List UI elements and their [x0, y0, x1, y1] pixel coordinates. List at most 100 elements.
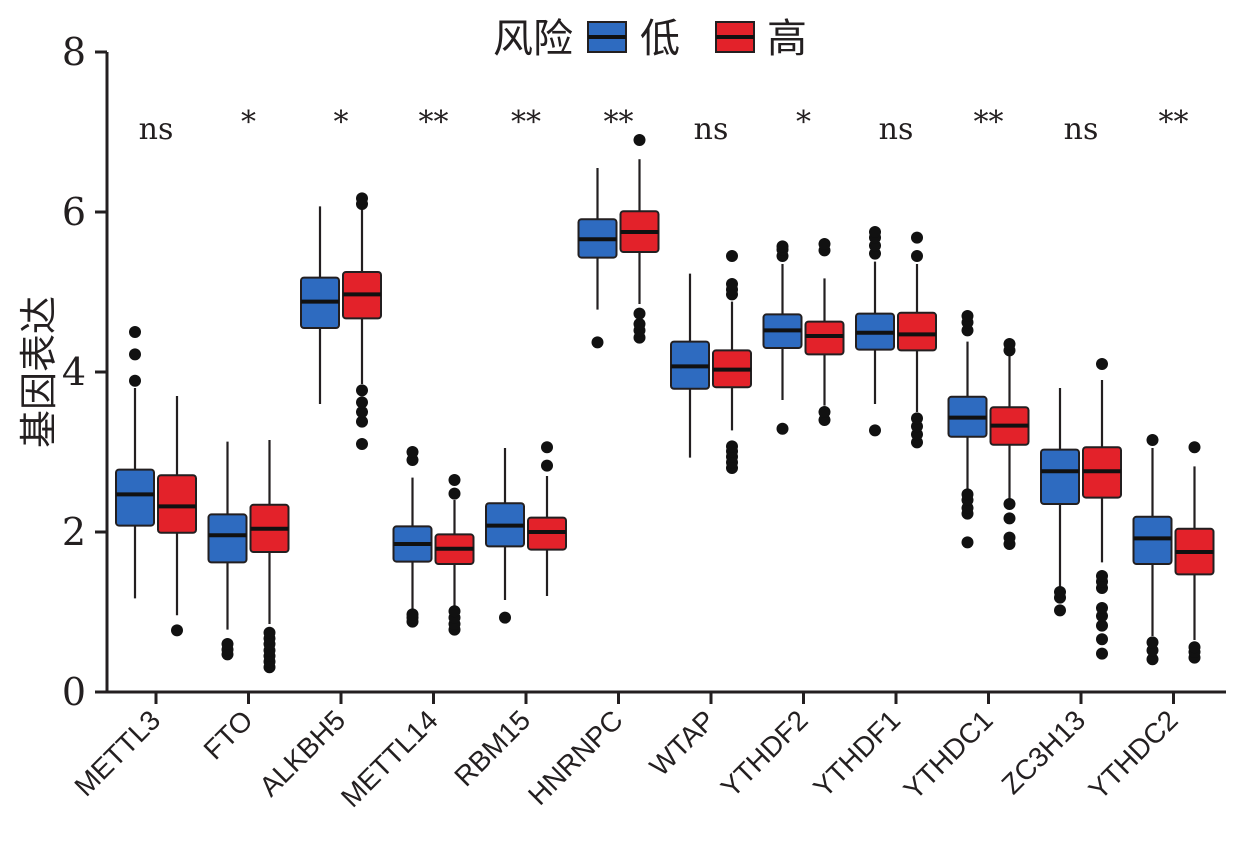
legend-title: 风险	[493, 16, 573, 62]
box-high-wtap	[712, 250, 752, 474]
box-high-hnrnpc	[619, 134, 660, 344]
box-low-wtap	[670, 273, 710, 458]
outlier-point	[633, 134, 646, 146]
significance-label: ns	[879, 112, 914, 147]
outlier-point	[356, 396, 368, 409]
outlier-point	[263, 626, 276, 639]
x-tick-label: FTO	[198, 704, 259, 765]
outlier-point	[356, 384, 368, 397]
legend-label-low: 低	[640, 16, 680, 62]
outlier-point	[499, 611, 511, 624]
outlier-point	[129, 348, 141, 361]
outlier-point	[448, 487, 461, 500]
outlier-point	[633, 318, 646, 330]
outlier-point	[1096, 570, 1108, 582]
outlier-point	[1096, 602, 1108, 614]
outlier-point	[1003, 512, 1016, 525]
outlier-point	[961, 536, 974, 549]
box-high-mettl3	[157, 396, 197, 637]
outlier-point	[1054, 604, 1066, 617]
outlier-point	[869, 226, 881, 238]
significance-label: ns	[694, 112, 729, 147]
outlier-point	[1003, 338, 1016, 350]
box-high-alkbh5	[342, 192, 382, 450]
box-low-mettl3	[115, 326, 155, 599]
outlier-point	[911, 231, 923, 244]
outlier-point	[406, 608, 419, 621]
outlier-point	[776, 422, 789, 435]
outlier-point	[448, 605, 461, 618]
legend-label-high: 高	[767, 16, 807, 62]
outlier-point	[541, 441, 553, 454]
x-tick-label: YTHDC2	[1083, 704, 1184, 805]
box-high-ythdf1	[897, 231, 937, 449]
outlier-point	[356, 406, 368, 418]
significance-label: ns	[1064, 112, 1099, 147]
box-high-mettl14	[434, 474, 475, 636]
box-low-fto	[207, 441, 248, 661]
outlier-point	[869, 424, 881, 437]
y-tick-label: 6	[62, 190, 86, 234]
box-low-ythdc2	[1132, 434, 1173, 666]
significance-label: **	[419, 105, 449, 140]
significance-label: **	[1159, 105, 1189, 140]
outlier-point	[1096, 358, 1108, 370]
x-tick-label: YTHDF1	[807, 704, 906, 803]
x-tick-label: RBM15	[448, 704, 536, 792]
box-low-ythdf2	[762, 240, 803, 435]
box-low-mettl14	[392, 446, 433, 628]
outlier-point	[1146, 653, 1159, 666]
outlier-point	[129, 326, 141, 338]
box-high-zc3h13	[1082, 358, 1122, 660]
box-iqr	[115, 468, 155, 527]
x-tick-label: YTHDC1	[898, 704, 999, 805]
x-tick-label: HNRNPC	[522, 704, 629, 811]
x-tick-label: ALKBH5	[253, 704, 351, 802]
significance-labels: ns * * ** ** ** ns * ns ** ns **	[139, 105, 1189, 147]
outlier-point	[911, 412, 923, 425]
outlier-point	[1188, 641, 1201, 654]
box-iqr	[1040, 448, 1080, 506]
box-low-ythdf1	[855, 226, 895, 437]
outlier-point	[1054, 586, 1066, 598]
outlier-point	[406, 446, 419, 458]
outlier-point	[1003, 531, 1016, 544]
box-low-zc3h13	[1040, 388, 1080, 617]
outlier-point	[1096, 647, 1108, 660]
box-low-ythdc1	[947, 310, 988, 549]
outlier-point	[1146, 434, 1159, 446]
outlier-point	[541, 459, 553, 472]
box-low-alkbh5	[300, 206, 340, 404]
significance-label: **	[604, 105, 634, 140]
significance-label: *	[796, 105, 811, 140]
outlier-point	[1003, 498, 1016, 510]
outlier-point	[356, 192, 368, 205]
box-high-ythdc2	[1174, 441, 1215, 664]
y-tick-label: 8	[62, 30, 86, 74]
outlier-point	[633, 307, 646, 320]
outlier-point	[911, 250, 923, 262]
y-tick-label: 2	[62, 510, 86, 554]
box-high-ythdf2	[804, 238, 845, 426]
outlier-point	[726, 440, 738, 453]
significance-label: *	[241, 105, 256, 140]
outlier-point	[961, 488, 974, 501]
outlier-point	[221, 638, 234, 650]
significance-label: ns	[139, 112, 174, 147]
outlier-point	[776, 240, 789, 253]
box-iqr	[897, 311, 937, 352]
box-high-fto	[249, 440, 290, 674]
y-axis-ticks: 0 2 4 6 8	[62, 30, 107, 714]
outlier-point	[591, 336, 604, 349]
box-low-hnrnpc	[577, 168, 618, 349]
box-low-rbm15	[485, 448, 525, 624]
x-tick-label: WTAP	[644, 704, 722, 782]
outlier-point	[818, 238, 831, 250]
box-iqr	[207, 513, 248, 564]
y-tick-label: 0	[62, 670, 86, 714]
outlier-point	[171, 624, 183, 637]
outlier-point	[356, 438, 368, 450]
outlier-point	[961, 310, 974, 322]
